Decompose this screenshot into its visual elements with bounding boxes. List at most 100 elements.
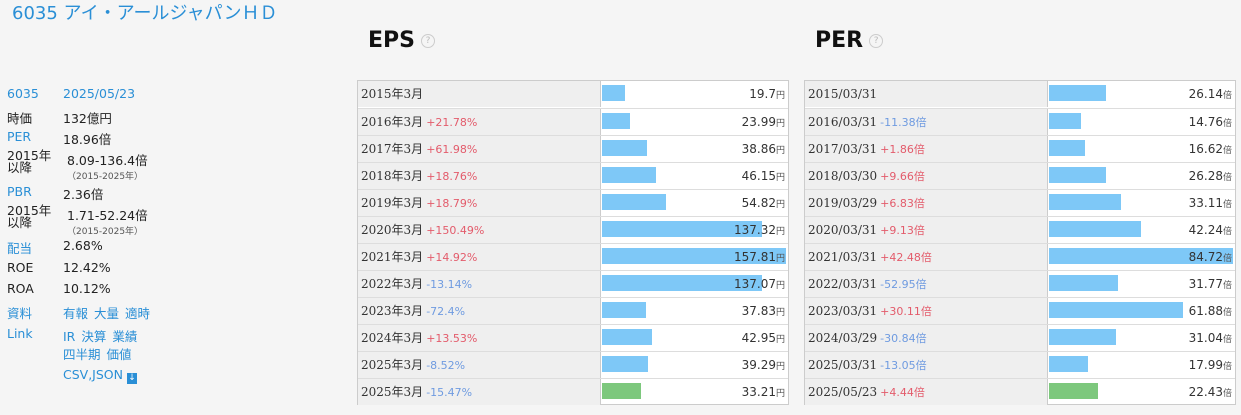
eps-period: 2017年3月 [361, 142, 424, 156]
help-icon[interactable]: ? [869, 34, 884, 48]
eps-value-number: 54.82 [741, 196, 776, 210]
eps-change: -72.4% [426, 305, 466, 318]
eps-period: 2021年3月 [361, 250, 424, 264]
per-period: 2018/03/30 [808, 169, 878, 183]
eps-value-number: 19.7 [749, 87, 776, 101]
eps-row: 2019年3月 +18.79% 54.82円 [358, 189, 788, 216]
materials-label: 資料 [7, 306, 33, 321]
per-row: 2016/03/31 -11.38倍 14.76倍 [805, 108, 1235, 135]
eps-value-unit: 円 [775, 227, 785, 237]
per-value: 26.14倍 [1049, 81, 1232, 107]
eps-value-unit: 円 [775, 308, 785, 318]
eps-value-unit: 円 [775, 173, 785, 183]
metric-label-per[interactable]: PER [7, 129, 32, 144]
eps-value-unit: 円 [775, 146, 785, 156]
eps-value-number: 33.21 [741, 385, 776, 399]
link-tekiji[interactable]: 適時 [125, 306, 151, 321]
per-row-label: 2019/03/29 +6.83倍 [805, 190, 1048, 216]
per-value-number: 16.62 [1188, 142, 1223, 156]
link-ir[interactable]: IR [63, 329, 76, 344]
per-row: 2018/03/30 +9.66倍 26.28倍 [805, 162, 1235, 189]
metric-label-dividend[interactable]: 配当 [7, 241, 33, 256]
eps-change: +150.49% [426, 224, 485, 237]
per-bar [1049, 113, 1081, 129]
eps-period: 2015年3月 [361, 87, 424, 101]
metric-label-per-range: 2015年以降 [7, 148, 52, 175]
per-value: 84.72倍 [1049, 244, 1232, 270]
eps-bar [602, 113, 630, 129]
eps-row-label: 2018年3月 +18.76% [358, 163, 601, 189]
link-gyoseki[interactable]: 業績 [112, 329, 138, 344]
eps-bar [602, 275, 762, 291]
metric-value-pbr: 2.36倍 [63, 187, 104, 202]
eps-bar [602, 302, 646, 318]
eps-bar [602, 356, 648, 372]
per-value-number: 84.72 [1188, 250, 1223, 264]
company-title[interactable]: 6035 アイ・アールジャパンＨＤ [12, 3, 278, 24]
eps-row: 2017年3月 +61.98% 38.86円 [358, 135, 788, 162]
eps-row-label: 2021年3月 +14.92% [358, 244, 601, 270]
link-kachi[interactable]: 価値 [106, 347, 132, 362]
materials-links: 有報 大量 適時 [63, 303, 156, 322]
link-tairyo[interactable]: 大量 [94, 306, 120, 321]
per-change: +9.13倍 [880, 224, 925, 237]
per-bar [1049, 140, 1085, 156]
eps-title: EPS [368, 28, 415, 53]
metric-label-pbr[interactable]: PBR [7, 184, 32, 199]
per-period: 2022/03/31 [808, 277, 878, 291]
per-value-number: 14.76 [1188, 115, 1223, 129]
per-value: 14.76倍 [1049, 109, 1232, 135]
quote-date[interactable]: 2025/05/23 [63, 86, 136, 101]
company-code[interactable]: 6035 [7, 86, 39, 101]
per-row-label: 2016/03/31 -11.38倍 [805, 109, 1048, 135]
metric-value-per-range: 8.09-136.4倍 （2015-2025年） [67, 150, 148, 182]
per-bar [1049, 275, 1118, 291]
per-value: 31.77倍 [1049, 271, 1232, 297]
link-kessan[interactable]: 決算 [81, 329, 107, 344]
per-row-label: 2024/03/29 -30.84倍 [805, 325, 1048, 351]
per-period: 2017/03/31 [808, 142, 878, 156]
eps-row-label: 2019年3月 +18.79% [358, 190, 601, 216]
eps-row-label: 2023年3月 -72.4% [358, 298, 601, 324]
per-bar [1049, 167, 1106, 183]
link-shihanki[interactable]: 四半期 [63, 347, 101, 362]
eps-period: 2025年3月 [361, 358, 424, 372]
eps-row: 2025年3月 -8.52% 39.29円 [358, 351, 788, 378]
per-row-label: 2020/03/31 +9.13倍 [805, 217, 1048, 243]
per-bar [1049, 356, 1088, 372]
per-period: 2025/03/31 [808, 358, 878, 372]
eps-bar [602, 329, 652, 345]
download-csv-json[interactable]: CSV,JSON [63, 367, 123, 382]
eps-row-label: 2025年3月 -15.47% [358, 379, 601, 405]
eps-value-unit: 円 [775, 389, 785, 399]
metric-value-per: 18.96倍 [63, 132, 112, 147]
eps-value: 137.07円 [602, 271, 785, 297]
per-row: 2025/03/31 -13.05倍 17.99倍 [805, 351, 1235, 378]
eps-value-number: 137.32 [733, 223, 776, 237]
per-value-unit: 倍 [1222, 254, 1232, 264]
help-icon[interactable]: ? [421, 34, 435, 48]
eps-value-unit: 円 [775, 254, 785, 264]
per-row: 2025/05/23 +4.44倍 22.43倍 [805, 378, 1235, 405]
per-value-number: 42.24 [1188, 223, 1223, 237]
eps-row: 2025年3月 -15.47% 33.21円 [358, 378, 788, 405]
per-value-number: 31.04 [1188, 331, 1223, 345]
per-value: 61.88倍 [1049, 298, 1232, 324]
per-value: 16.62倍 [1049, 136, 1232, 162]
per-value-number: 26.28 [1188, 169, 1223, 183]
per-period: 2016/03/31 [808, 115, 878, 129]
per-change: +1.86倍 [880, 143, 925, 156]
download-icon[interactable]: ↓ [127, 373, 137, 384]
per-heading: PER? [815, 28, 884, 53]
eps-heading: EPS? [368, 28, 435, 53]
per-bar [1049, 329, 1116, 345]
per-value: 31.04倍 [1049, 325, 1232, 351]
eps-row: 2024年3月 +13.53% 42.95円 [358, 324, 788, 351]
per-value-unit: 倍 [1222, 308, 1232, 318]
per-change: +9.66倍 [880, 170, 925, 183]
pbr-range-period: （2015-2025年） [67, 227, 144, 237]
link-yuho[interactable]: 有報 [63, 306, 89, 321]
per-row: 2021/03/31 +42.48倍 84.72倍 [805, 243, 1235, 270]
eps-change: +18.76% [426, 170, 478, 183]
per-value-unit: 倍 [1222, 173, 1232, 183]
